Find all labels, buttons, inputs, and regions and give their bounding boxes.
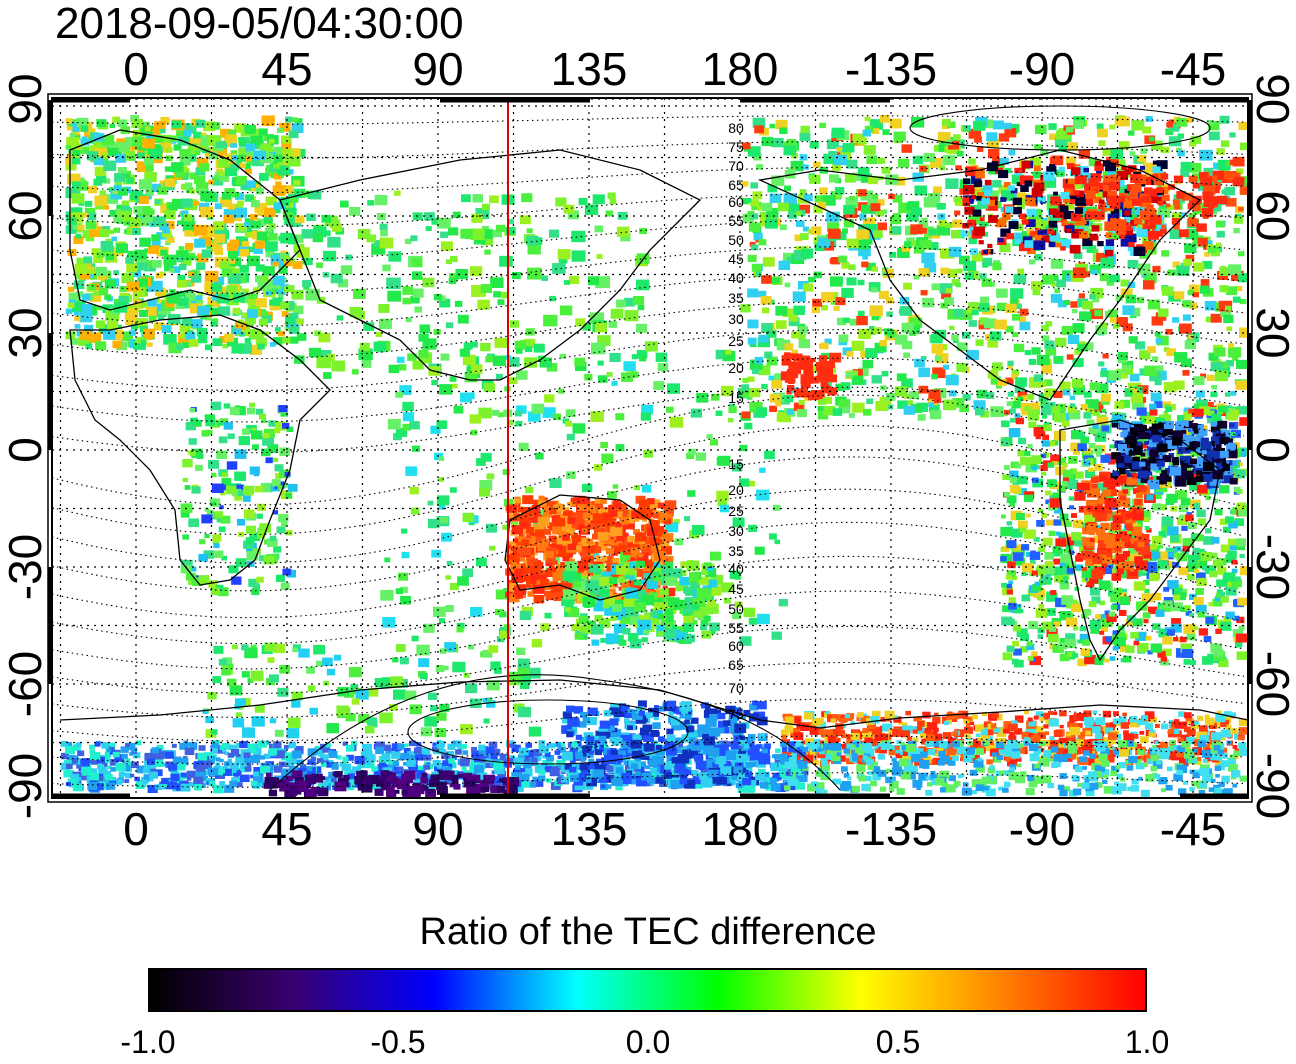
contour-label: 60 [728,638,744,654]
contour-label: 50 [728,232,744,248]
colorbar-tick-label: 0.5 [875,1024,921,1060]
lon-tick-label-top: 135 [550,43,628,95]
contour-label: 30 [728,311,744,327]
colorbar-tick-label: -1.0 [120,1024,176,1060]
lon-tick-label-top: 45 [261,43,313,95]
lon-tick-label-bottom: 180 [701,803,779,855]
contour-label: 15 [728,456,744,472]
contour-label: 55 [728,620,744,636]
lat-tick-label-left: 0 [0,437,51,463]
lon-tick-label-bottom: -90 [1008,803,1076,855]
lon-tick-label-bottom: -135 [844,803,938,855]
contour-label: 65 [728,177,744,193]
plot-area [52,98,1248,798]
contour-label: 40 [728,561,744,577]
colorbar [148,968,1147,1012]
lat-tick-label-right: 30 [1247,307,1296,359]
lon-tick-label-top: 180 [701,43,779,95]
colorbar-title: Ratio of the TEC difference [419,911,877,953]
contour-label: 50 [728,601,744,617]
lat-tick-label-left: -30 [0,533,51,601]
colorbar-tick-label: 0.0 [625,1024,671,1060]
contour-label: 30 [728,523,744,539]
contour-label: 25 [728,503,744,519]
lon-tick-label-bottom: 90 [412,803,464,855]
lat-tick-label-left: 60 [0,190,51,242]
coastline-layer [59,129,1248,729]
lat-tick-label-right: 0 [1247,437,1296,463]
contour-label: 75 [728,139,744,155]
colorbar-tick-label: 1.0 [1124,1024,1170,1060]
contour-label: 45 [728,251,744,267]
lon-tick-label-bottom: 45 [261,803,313,855]
contour-label: 75 [728,706,744,722]
lat-tick-label-left: -90 [0,752,51,820]
contour-label: 20 [728,360,744,376]
lat-tick-label-right: 90 [1247,73,1296,125]
contour-label: 55 [728,213,744,229]
lon-tick-label-top: -135 [844,43,938,95]
contour-label: 35 [728,290,744,306]
contour-label: 60 [728,194,744,210]
contour-label: 35 [728,543,744,559]
lon-tick-label-bottom: 135 [550,803,628,855]
lat-tick-label-right: -30 [1247,533,1296,601]
lat-tick-label-left: -60 [0,650,51,718]
lat-tick-label-right: 60 [1247,190,1296,242]
contour-label: 70 [728,680,744,696]
lat-tick-label-left: 30 [0,307,51,359]
map-title: 2018-09-05/04:30:00 [55,0,464,48]
lon-tick-label-top: -45 [1159,43,1227,95]
tec-data-layer [60,115,1248,798]
grid-layer [52,98,1248,798]
contour-label: 65 [728,657,744,673]
lat-tick-label-left: 90 [0,73,51,125]
contour-label: 45 [728,581,744,597]
contour-label: 15 [728,390,744,406]
lon-tick-label-top: -90 [1008,43,1076,95]
magnetic-contours [52,105,1245,791]
contour-label: 25 [728,333,744,349]
colorbar-tick-label: -0.5 [370,1024,426,1060]
lon-tick-label-bottom: 0 [123,803,149,855]
lon-tick-label-top: 0 [123,43,149,95]
lon-tick-label-top: 90 [412,43,464,95]
lon-tick-label-bottom: -45 [1159,803,1227,855]
contour-label: 20 [728,482,744,498]
contour-label: 70 [728,158,744,174]
frame-ticks [47,97,1253,799]
contour-label: 40 [728,270,744,286]
lat-tick-label-right: -90 [1247,752,1296,820]
lat-tick-label-right: -60 [1247,650,1296,718]
contour-label: 80 [728,120,744,136]
